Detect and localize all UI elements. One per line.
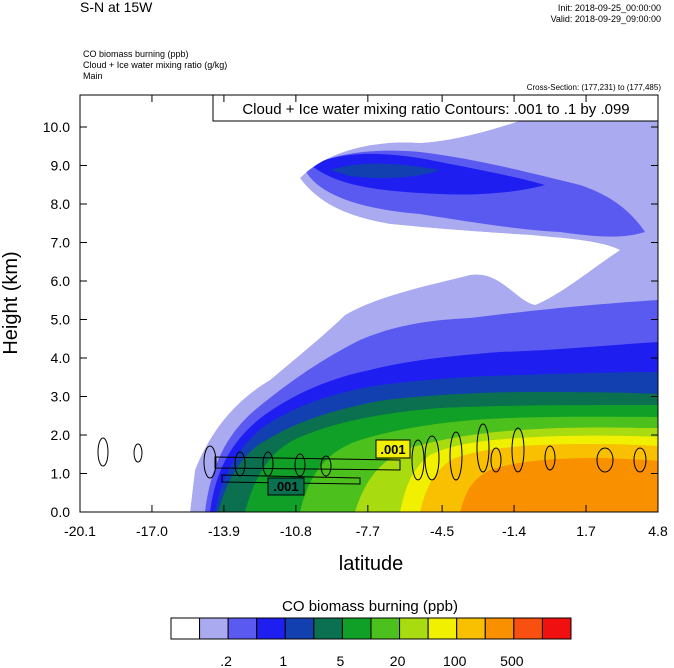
colorbar-tick-label: .2: [220, 653, 232, 668]
colorbar-swatch: [341, 617, 372, 640]
plot-area: .001 .001 Cloud + Ice water mixing ratio…: [79, 94, 659, 513]
y-tick-label: 5.0: [51, 312, 71, 328]
init-time: Init: 2018-09-25_00:00:00: [558, 3, 661, 13]
x-axis-label: latitude: [339, 553, 404, 575]
colorbar-ticks: .2 1 5 20 100 500: [220, 653, 523, 668]
x-tick-label: -17.0: [136, 523, 168, 539]
y-tick-label: 10.0: [43, 119, 70, 135]
co-band-700: [460, 458, 658, 512]
valid-time: Valid: 2018-09-29_09:00:00: [551, 14, 661, 24]
y-tick-label: 2.0: [51, 427, 71, 443]
colorbar-tick-label: 1: [279, 653, 287, 668]
y-tick-label: 9.0: [51, 158, 71, 174]
colorbar-tick-label: 100: [443, 653, 467, 668]
chart-header-title: S-N at 15W: [80, 0, 153, 15]
field-label-co: CO biomass burning (ppb): [83, 49, 189, 59]
field-label-cloud: Cloud + Ice water mixing ratio (g/kg): [83, 60, 227, 70]
cloud-contours: [97, 423, 647, 485]
colorbar-swatch: [313, 617, 343, 640]
colorbar-swatch: [456, 617, 486, 640]
colorbar-tick-label: 500: [500, 653, 524, 668]
contour-label-2: .001: [267, 477, 305, 496]
x-tick-label: 4.8: [648, 523, 668, 539]
x-tick-label: -10.8: [280, 523, 312, 539]
contour-label-text-2: .001: [273, 479, 298, 494]
x-tick-label: -13.9: [208, 523, 240, 539]
y-tick-label: 1.0: [51, 466, 71, 482]
y-tick-label: 7.0: [51, 235, 71, 251]
colorbar-tick-label: 5: [337, 653, 345, 668]
y-tick-label: 8.0: [51, 196, 71, 212]
x-tick-label: -1.4: [502, 523, 526, 539]
colorbar-swatch: [227, 617, 258, 640]
colorbar-title: CO biomass burning (ppb): [282, 598, 458, 615]
colorbar-swatch: [427, 617, 458, 640]
x-tick-label: -4.5: [430, 523, 454, 539]
colorbar-swatch: [370, 617, 401, 640]
field-label-main: Main: [83, 71, 103, 81]
x-tick-label: 1.7: [576, 523, 596, 539]
cross-section-label: Cross-Section: (177,231) to (177,485): [527, 83, 662, 92]
colorbar-swatch: [170, 617, 201, 640]
colorbar-swatch: [199, 617, 229, 640]
y-tick-label: 4.0: [51, 350, 71, 366]
colorbar-swatch: [284, 617, 315, 640]
x-axis: -20.1 -17.0 -13.9 -10.8 -7.7 -4.5 -1.4 1.7 4.8: [64, 95, 668, 539]
colorbar-swatch: [513, 617, 543, 640]
y-tick-label: 0.0: [51, 504, 71, 520]
colorbar-swatch: [484, 617, 515, 640]
chart-title: Cloud + Ice water mixing ratio Contours:…: [242, 101, 629, 118]
clear-region: [80, 95, 620, 512]
colorbar: [170, 617, 572, 640]
colorbar-swatch: [541, 617, 572, 640]
colorbar-swatch: [399, 617, 429, 640]
co-field: .001 .001: [80, 95, 658, 512]
contour-title-box: [212, 94, 659, 122]
y-axis: 0.0 1.0 2.0 3.0 4.0 5.0 6.0 7.0 8.0 9.0 10.0: [43, 119, 658, 520]
x-tick-label: -7.7: [356, 523, 380, 539]
colorbar-swatch: [256, 617, 286, 640]
contour-label-1: .001: [375, 439, 411, 459]
x-tick-label: -20.1: [64, 523, 96, 539]
colorbar-tick-label: 20: [390, 653, 406, 668]
y-axis-label: Height (km): [0, 251, 22, 354]
y-tick-label: 3.0: [51, 389, 71, 405]
contour-label-text-1: .001: [380, 442, 405, 457]
y-tick-label: 6.0: [51, 273, 71, 289]
